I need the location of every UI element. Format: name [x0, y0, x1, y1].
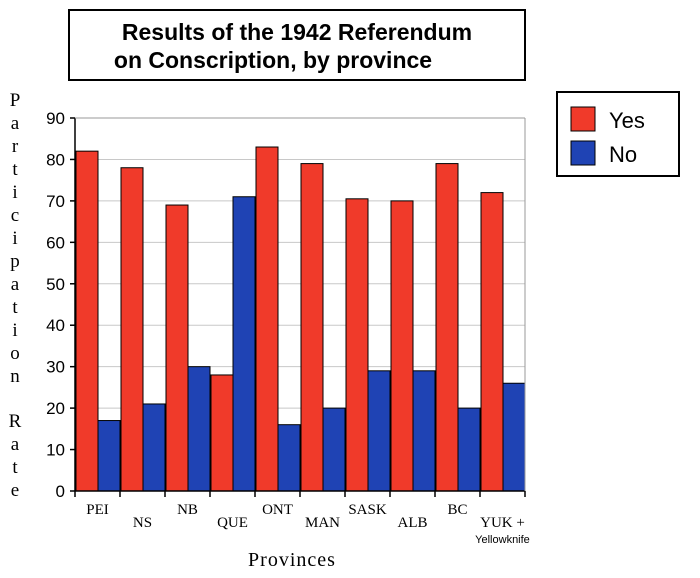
bar-no-4 — [277, 424, 301, 492]
title-box — [68, 9, 526, 81]
y-label-letter: p — [10, 251, 20, 272]
y-label-letter: n — [10, 366, 20, 387]
y-tick-label: 90 — [46, 109, 65, 128]
y-label-letter: t — [12, 457, 18, 478]
y-label-letter: i — [12, 228, 17, 249]
bar-no-2 — [187, 366, 211, 492]
y-tick-label: 70 — [46, 192, 65, 211]
bar-no-0 — [97, 420, 121, 492]
bar-yes-7 — [390, 200, 414, 492]
y-tick-label: 0 — [56, 482, 65, 501]
x-tick-label: NS — [133, 515, 152, 531]
y-label-letter: c — [11, 205, 19, 226]
y-label-letter: a — [11, 113, 20, 134]
y-tick-label: 40 — [46, 316, 65, 335]
y-label-letter: o — [10, 343, 20, 364]
y-label-letter: a — [11, 274, 20, 295]
y-tick-label: 10 — [46, 441, 65, 460]
y-tick-label: 20 — [46, 399, 65, 418]
y-tick-label: 60 — [46, 233, 65, 252]
chart-title-line-2: on Conscription, by province — [114, 47, 432, 73]
y-label-letter: r — [12, 136, 19, 157]
bar-yes-6 — [345, 198, 369, 492]
y-label-letter: i — [12, 320, 17, 341]
bar-no-8 — [457, 407, 481, 492]
x-tick-label: ONT — [262, 502, 293, 518]
y-tick-label: 80 — [46, 150, 65, 169]
x-tick-label: ALB — [398, 515, 428, 531]
legend-label-no: No — [609, 142, 637, 167]
x-tick-label: QUE — [217, 515, 248, 531]
y-label-letter: i — [12, 182, 17, 203]
bar-yes-2 — [165, 204, 189, 492]
chart-title-line-1: Results of the 1942 Referendum — [122, 19, 472, 45]
bar-yes-1 — [120, 167, 144, 492]
y-label-letter: P — [10, 90, 21, 111]
x-tick-label: NB — [177, 502, 198, 518]
bar-yes-0 — [75, 150, 99, 492]
legend-swatch-yes — [570, 106, 596, 132]
legend: Yes No — [556, 91, 680, 177]
axes — [70, 117, 526, 497]
legend-label-yes: Yes — [609, 108, 645, 133]
x-tick-label: YUK + — [480, 515, 525, 531]
y-label-letter: t — [12, 297, 18, 318]
bar-yes-9 — [480, 192, 504, 492]
bar-no-5 — [322, 407, 346, 492]
x-tick-labels: PEI NS NB QUE ONT MAN SASK ALB BC YUK + Yellowknif… — [86, 502, 530, 546]
x-tick-label: BC — [447, 502, 467, 518]
x-tick-label: Yellowknife — [475, 534, 530, 546]
x-tick-label: PEI — [86, 502, 109, 518]
legend-swatch-no — [570, 140, 596, 166]
x-axis-label: Provinces — [248, 549, 336, 571]
x-tick-label: MAN — [305, 515, 340, 531]
bar-no-6 — [367, 370, 391, 492]
y-tick-label: 30 — [46, 358, 65, 377]
y-label-letter: a — [11, 434, 20, 455]
y-tick-label: 50 — [46, 275, 65, 294]
y-tick-labels: 0 10 20 30 40 50 60 70 80 90 — [46, 109, 65, 501]
bar-no-3 — [232, 196, 256, 492]
y-label-letter: t — [12, 159, 18, 180]
y-label-letter: e — [11, 480, 19, 501]
bar-yes-3 — [210, 374, 234, 492]
bar-yes-5 — [300, 163, 324, 492]
bar-no-7 — [412, 370, 436, 492]
bar-yes-4 — [255, 146, 279, 492]
bars — [75, 146, 526, 492]
bar-no-1 — [142, 403, 166, 492]
y-label-letter: R — [9, 411, 22, 432]
x-tick-label: SASK — [348, 502, 387, 518]
bar-yes-8 — [435, 163, 459, 492]
bar-no-9 — [502, 382, 526, 492]
